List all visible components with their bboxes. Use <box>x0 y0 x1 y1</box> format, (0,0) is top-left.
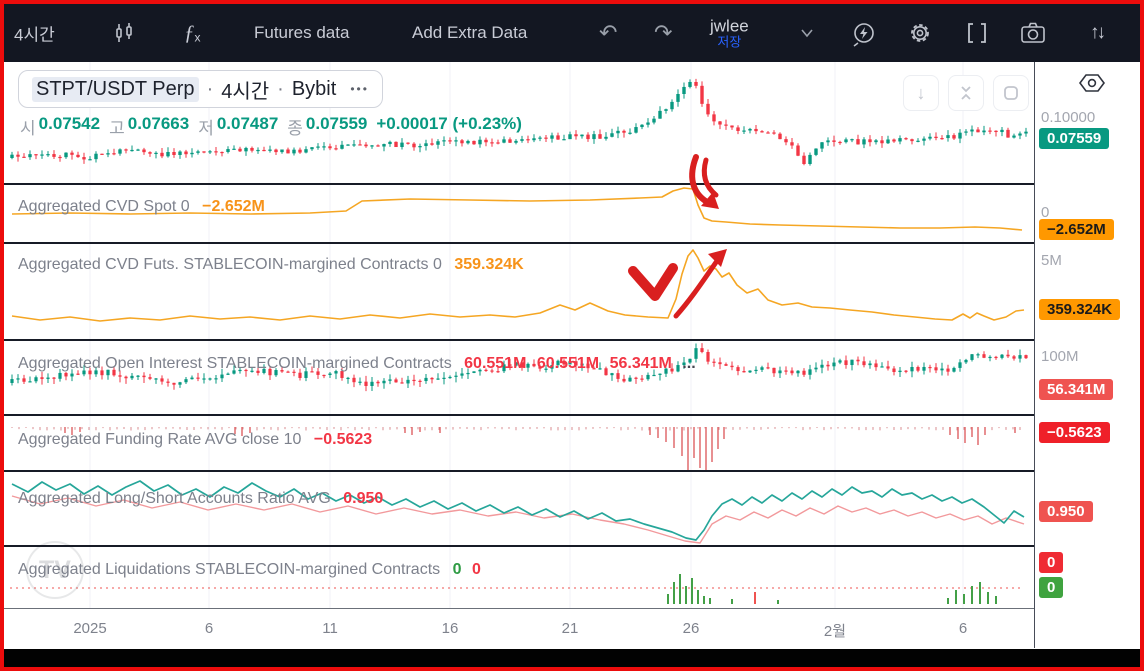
user-name: jwlee <box>710 16 749 36</box>
liquidation-short-badge: 0 <box>1039 552 1064 573</box>
legend-exchange[interactable]: Bybit <box>291 77 337 100</box>
funding-rate-badge: −0.5623 <box>1039 422 1110 443</box>
cvd-futs-value: 359.324K <box>454 256 524 273</box>
undo-button[interactable]: ↶ <box>599 20 618 45</box>
settings-button[interactable] <box>906 19 934 47</box>
gear-icon <box>911 24 929 42</box>
maximize-icon <box>1004 86 1018 100</box>
pane-separator[interactable] <box>4 183 1140 185</box>
scale-level: 5M <box>1041 252 1062 269</box>
cvd-spot-label[interactable]: Aggregated CVD Spot 0 −2.652M <box>18 198 265 215</box>
time-tick-label: 6 <box>958 620 968 637</box>
low-value: 0.07487 <box>216 114 279 133</box>
pane-separator[interactable] <box>4 414 1140 416</box>
funding-rate-value: −0.5623 <box>313 431 373 448</box>
legend-more-button[interactable]: ••• <box>350 82 369 96</box>
panel-funding-rate: Aggregated Funding Rate AVG close 10 −0.… <box>4 416 1034 470</box>
pane-separator[interactable] <box>4 339 1140 341</box>
pane-separator[interactable] <box>4 242 1140 244</box>
sort-arrows-button[interactable]: ↑↓ <box>1090 22 1106 43</box>
time-tick-label: 16 <box>441 620 459 637</box>
fullscreen-button[interactable] <box>964 20 990 46</box>
change-value: +0.00017 (+0.23%) <box>376 114 522 133</box>
liquidation-long-badge: 0 <box>1039 577 1064 598</box>
symbol-name[interactable]: STPT/USDT Perp <box>32 76 199 102</box>
time-tick-label: 21 <box>561 620 579 637</box>
save-status: 저장 <box>717 34 742 50</box>
price-scale[interactable]: 0.10000 0.07559 0 −2.652M 5M 359.324K 10… <box>1034 62 1140 648</box>
cvd-futs-badge: 359.324K <box>1039 299 1121 320</box>
open-value: 0.07542 <box>38 114 101 133</box>
eye-icon <box>1079 74 1105 92</box>
long-short-ratio-plot[interactable] <box>4 472 1034 545</box>
cvd-futs-label[interactable]: Aggregated CVD Futs. STABLECOIN-margined… <box>18 256 524 273</box>
scroll-down-button[interactable]: ↓ <box>903 75 939 111</box>
panel-price: STPT/USDT Perp · 4시간 · Bybit ••• 시 0.0754… <box>4 62 1034 183</box>
candles-icon <box>116 23 132 42</box>
ohlc-row: 시 0.07542 고 0.07663 저 0.07487 종 0.07559 +0.0… <box>20 114 522 138</box>
liquidations-label[interactable]: Aggregated Liquidations STABLECOIN-margi… <box>18 561 481 578</box>
open-interest-label[interactable]: Aggregated Open Interest STABLECOIN-marg… <box>18 355 696 372</box>
collapse-panes-button[interactable] <box>948 75 984 111</box>
quick-view-button[interactable] <box>1071 70 1105 96</box>
bottom-bar <box>4 648 1140 667</box>
legend-interval[interactable]: 4시간 <box>221 80 270 103</box>
scale-level: 0.10000 <box>1041 109 1096 126</box>
user-menu[interactable]: jwlee 저장 <box>710 17 749 48</box>
funding-rate-plot[interactable] <box>4 416 1034 470</box>
time-tick-label: 26 <box>682 620 700 637</box>
fullscreen-icon <box>968 23 986 43</box>
alert-clock-icon <box>853 23 874 47</box>
last-price-badge: 0.07559 <box>1039 128 1110 149</box>
pane-separator[interactable] <box>4 470 1140 472</box>
candle-style-icon[interactable] <box>112 21 136 45</box>
cvd-spot-value: −2.652M <box>202 198 265 215</box>
screenshot-button[interactable] <box>1019 19 1047 47</box>
time-tick-label: 2025 <box>73 620 107 637</box>
interval-button[interactable]: 4시간 <box>14 21 55 46</box>
cvd-spot-badge: −2.652M <box>1039 219 1114 240</box>
chevron-down-icon <box>801 29 813 38</box>
panel-open-interest: Aggregated Open Interest STABLECOIN-marg… <box>4 341 1034 414</box>
time-tick-label: 6 <box>204 620 214 637</box>
pane-buttons: ↓ <box>903 75 1029 111</box>
maximize-pane-button[interactable] <box>993 75 1029 111</box>
symbol-legend[interactable]: STPT/USDT Perp · 4시간 · Bybit ••• <box>18 70 383 108</box>
pane-separator[interactable] <box>4 545 1140 547</box>
time-axis[interactable]: 2025 6 11 16 21 26 2월 6 <box>4 608 1140 649</box>
open-interest-badge: 56.341M <box>1039 379 1114 400</box>
futures-data-button[interactable]: Futures data <box>254 23 350 42</box>
redo-button[interactable]: ↷ <box>654 20 673 45</box>
close-value: 0.07559 <box>305 114 368 133</box>
time-tick-label: 2월 <box>823 623 847 640</box>
panel-long-short-ratio: Aggregated Long/Short Accounts Ratio AVG… <box>4 472 1034 545</box>
time-tick-label: 11 <box>322 620 338 637</box>
camera-icon <box>1021 22 1045 43</box>
scale-level: 100M <box>1041 348 1079 365</box>
scale-level: 0 <box>1041 204 1050 221</box>
user-menu-chevron[interactable] <box>800 28 814 38</box>
collapse-icon <box>961 86 971 100</box>
funding-rate-label[interactable]: Aggregated Funding Rate AVG close 10 −0.… <box>18 431 373 448</box>
long-short-ratio-label[interactable]: Aggregated Long/Short Accounts Ratio AVG… <box>18 490 384 507</box>
liquidations-plot[interactable] <box>4 547 1034 608</box>
panel-liquidations: Aggregated Liquidations STABLECOIN-margi… <box>4 547 1034 608</box>
panel-cvd-futs: Aggregated CVD Futs. STABLECOIN-margined… <box>4 244 1034 339</box>
high-value: 0.07663 <box>127 114 190 133</box>
add-extra-data-button[interactable]: Add Extra Data <box>412 23 528 42</box>
panel-cvd-spot: Aggregated CVD Spot 0 −2.652M <box>4 185 1034 242</box>
long-short-ratio-value: 0.950 <box>343 490 384 507</box>
chart-card: STPT/USDT Perp · 4시간 · Bybit ••• 시 0.0754… <box>4 62 1140 649</box>
long-short-badge: 0.950 <box>1039 501 1093 522</box>
fx-icon: ƒ <box>184 20 195 45</box>
alert-button[interactable] <box>850 19 878 47</box>
tradingview-watermark: TV <box>26 541 84 599</box>
open-interest-plot[interactable] <box>4 341 1034 414</box>
